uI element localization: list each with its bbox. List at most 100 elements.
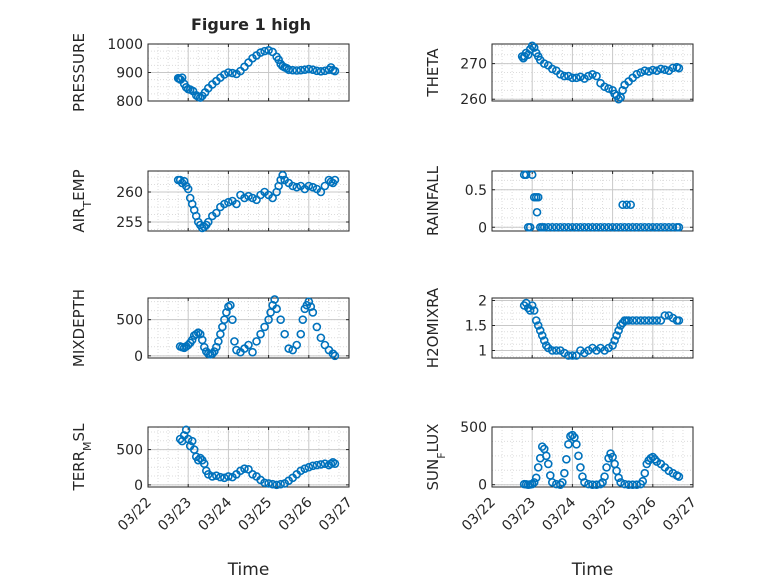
y-axis-label: AIRTEMP [70, 169, 94, 232]
data-point [596, 479, 605, 489]
data-point [568, 222, 577, 232]
data-point [195, 453, 205, 463]
data-point [614, 326, 623, 335]
data-point [562, 455, 571, 464]
data-point [288, 345, 298, 355]
data-point [218, 322, 227, 332]
data-point [541, 451, 551, 461]
data-point [620, 222, 629, 232]
data-point [220, 473, 229, 483]
data-point [328, 349, 338, 358]
data-point [260, 322, 269, 332]
data-point [648, 65, 658, 75]
x-tick-label: 03/25 [580, 495, 620, 535]
data-point [537, 442, 547, 451]
data-point [183, 184, 193, 194]
data-point [620, 479, 629, 489]
data-point [592, 222, 601, 232]
data-point [632, 222, 642, 232]
data-point [527, 479, 537, 489]
data-point [640, 222, 650, 232]
data-point [308, 461, 318, 471]
data-point [252, 337, 261, 346]
data-point [187, 335, 197, 345]
y-tick-label: 0 [478, 478, 487, 494]
data-point [284, 344, 294, 353]
data-point [568, 73, 577, 83]
data-point [529, 306, 539, 315]
data-point [330, 175, 340, 185]
data-point [626, 200, 635, 210]
data-point [640, 468, 650, 478]
data-point [616, 478, 625, 487]
data-point [632, 69, 642, 79]
data-point [576, 72, 585, 82]
data-point [574, 451, 583, 461]
data-point [560, 71, 569, 81]
y-tick-label: 0 [478, 220, 487, 236]
data-point [292, 182, 302, 192]
data-point [316, 333, 326, 343]
data-point [193, 455, 203, 465]
data-point [624, 316, 633, 325]
subplot-3: 255 260 AIRTEMP [70, 169, 350, 233]
data-point [537, 331, 547, 340]
data-point [533, 192, 543, 202]
data-point [312, 322, 322, 332]
data-point [529, 43, 539, 52]
data-point [612, 331, 621, 340]
data-point [674, 316, 684, 325]
y-tick-label: 800 [116, 94, 143, 110]
data-point [614, 94, 623, 104]
data-point [320, 459, 330, 469]
data-point [648, 316, 658, 325]
data-point [572, 222, 581, 232]
y-tick-label: 500 [116, 313, 143, 329]
data-point [276, 175, 285, 185]
data-point [212, 208, 221, 218]
data-point [556, 69, 565, 79]
data-point [183, 340, 193, 350]
data-point [525, 306, 535, 315]
axes-box [491, 297, 694, 359]
data-point [656, 64, 666, 74]
data-point [276, 315, 285, 324]
data-point [296, 65, 306, 75]
data-point [596, 222, 605, 232]
data-point [674, 222, 684, 232]
data-point [600, 472, 609, 481]
data-point [276, 479, 285, 489]
y-tick-label: 2 [478, 294, 487, 310]
data-point [320, 181, 330, 191]
data-point [612, 466, 621, 476]
data-point [224, 68, 233, 77]
data-point [244, 340, 253, 350]
data-point [533, 321, 543, 330]
data-point [602, 463, 611, 472]
data-point [292, 66, 302, 75]
data-point [622, 200, 631, 210]
data-point [330, 459, 340, 469]
y-tick-label: 1 [478, 344, 487, 360]
data-point [224, 197, 233, 207]
y-tick-label: 0 [134, 478, 143, 494]
x-tick-label: 03/27 [316, 495, 356, 535]
data-point [628, 316, 638, 325]
data-point [264, 479, 273, 488]
data-point [652, 316, 662, 325]
figure-title: Figure 1 high [191, 15, 311, 34]
data-point [300, 65, 310, 74]
data-point [608, 341, 617, 350]
data-point [572, 73, 581, 83]
data-point [608, 222, 617, 232]
data-point [539, 336, 549, 345]
data-point [208, 472, 217, 481]
data-point [616, 222, 625, 232]
data-point [547, 478, 557, 487]
data-point [195, 93, 205, 102]
y-tick-label: 500 [116, 443, 143, 459]
x-tick-label: 03/25 [236, 495, 276, 535]
data-point [618, 200, 627, 210]
data-point [268, 479, 277, 489]
